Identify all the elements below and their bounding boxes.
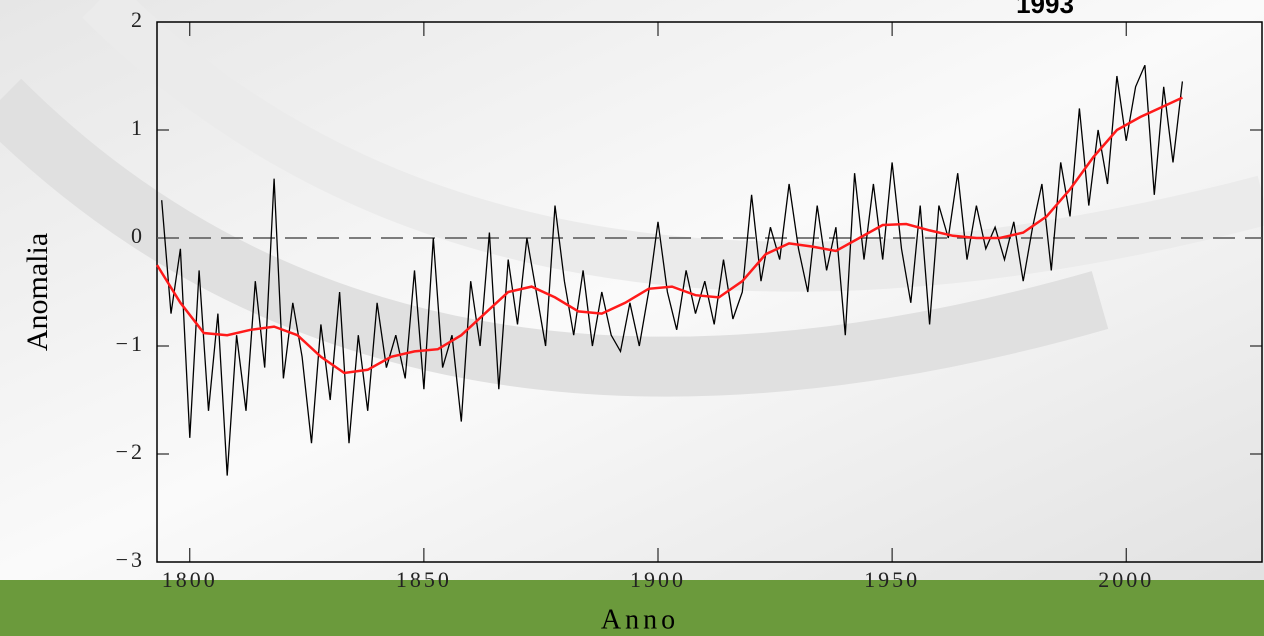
footer-bar: [0, 580, 1264, 636]
y-axis-label: Anomalia: [21, 233, 54, 351]
series-line: [155, 96, 1183, 375]
x-tick-label: 1950: [864, 567, 920, 592]
y-tick-label: 2: [131, 7, 145, 32]
corner-text: 1993: [1016, 0, 1074, 19]
y-tick-label: −3: [116, 547, 145, 572]
y-tick-label: −2: [116, 439, 145, 464]
swoosh: [0, 78, 1109, 397]
y-tick-label: 1: [131, 115, 145, 140]
swoosh: [82, 0, 1264, 292]
x-axis-label: Anno: [601, 604, 679, 635]
x-tick-label: 1800: [162, 567, 218, 592]
plot-frame: [156, 21, 1263, 563]
y-tick-label: 0: [131, 223, 145, 248]
x-tick-label: 1850: [396, 567, 452, 592]
x-tick-label: 1900: [630, 567, 686, 592]
series-line: [161, 64, 1184, 476]
x-tick-label: 2000: [1098, 567, 1154, 592]
y-tick-label: −1: [116, 331, 145, 356]
